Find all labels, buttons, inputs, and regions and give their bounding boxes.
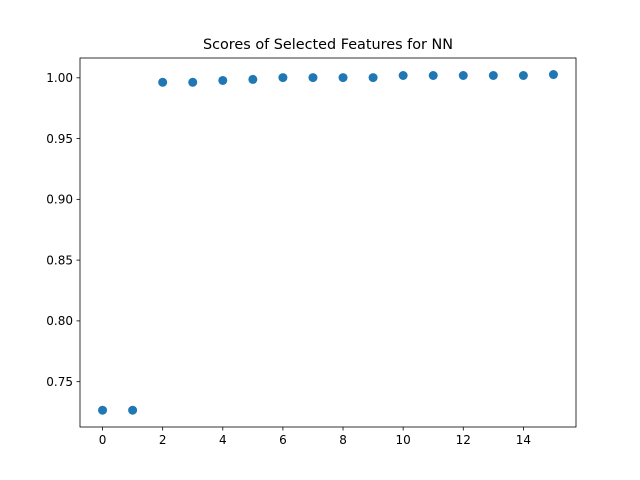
- chart-title: Scores of Selected Features for NN: [203, 37, 453, 53]
- data-point: [398, 71, 408, 80]
- y-axis-ticks: 0.75 0.80 0.85 0.90 0.95 1.00: [46, 71, 80, 389]
- x-tick-label: 6: [279, 433, 287, 447]
- data-point: [338, 73, 348, 83]
- y-tick-label: 0.80: [46, 314, 73, 328]
- x-tick-label: 12: [456, 433, 471, 447]
- data-point: [188, 77, 198, 87]
- data-point: [158, 77, 168, 87]
- data-point: [128, 405, 138, 415]
- x-tick-label: 14: [516, 433, 531, 447]
- x-tick-label: 10: [396, 433, 411, 447]
- x-tick-label: 0: [99, 433, 107, 447]
- y-tick-label: 0.95: [46, 132, 73, 146]
- data-points: [98, 70, 558, 415]
- data-point: [248, 74, 258, 84]
- data-point: [458, 71, 468, 80]
- y-tick-label: 0.75: [46, 375, 73, 389]
- y-tick-label: 1.00: [46, 71, 73, 85]
- data-point: [428, 71, 438, 80]
- data-point: [548, 70, 558, 80]
- y-tick-label: 0.85: [46, 253, 73, 267]
- data-point: [218, 75, 228, 85]
- data-point: [278, 73, 288, 83]
- x-tick-label: 4: [219, 433, 227, 447]
- plot-frame: [79, 57, 577, 428]
- data-point: [98, 405, 108, 415]
- data-point: [488, 71, 498, 80]
- data-point: [518, 71, 528, 80]
- x-axis-ticks: 0 2 4 6 8 10 12 14: [99, 427, 531, 447]
- data-point: [308, 73, 318, 83]
- y-tick-label: 0.90: [46, 193, 73, 207]
- data-point: [368, 73, 378, 83]
- x-tick-label: 8: [339, 433, 347, 447]
- x-tick-label: 2: [159, 433, 167, 447]
